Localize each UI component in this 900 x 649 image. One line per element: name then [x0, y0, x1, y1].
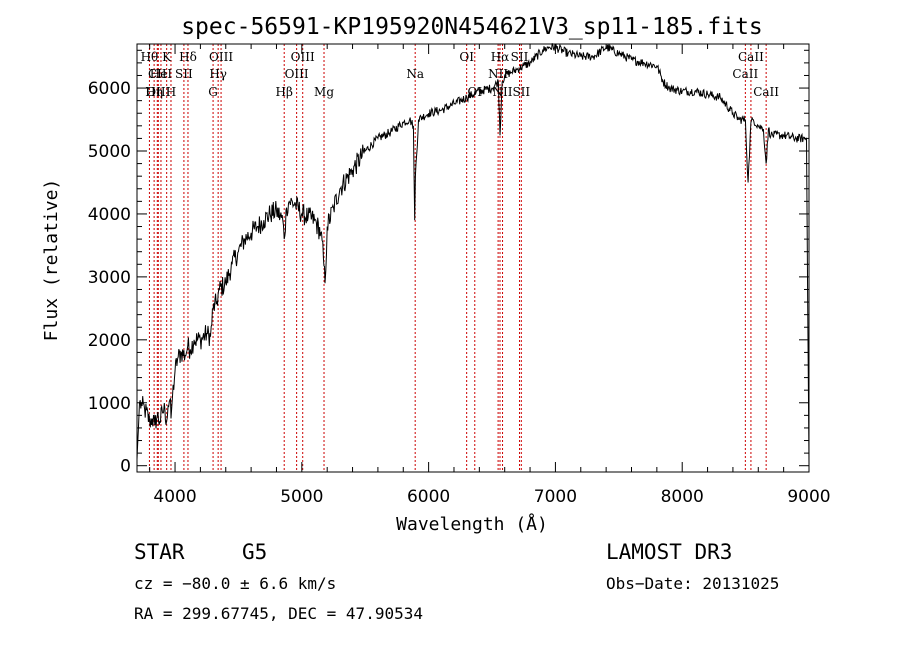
spectral-line-label: H	[166, 85, 176, 99]
chart-title: spec-56591-KP195920N454621V3_sp11-185.fi…	[181, 14, 763, 40]
y-tick-label: 0	[120, 457, 131, 477]
spectral-line-label: OIII	[291, 50, 315, 64]
spectral-line-label: Na	[406, 67, 424, 81]
y-axis-label: Flux (relative)	[41, 179, 62, 342]
y-axis-ticks: 0 1000 2000 3000 4000 5000 6000	[88, 49, 809, 477]
object-class: STAR	[134, 540, 185, 564]
x-axis-ticks: 4000 5000 6000 7000 8000 9000	[149, 44, 831, 507]
spectral-line-label: Hγ	[209, 67, 227, 81]
x-axis-label: Wavelength (Å)	[396, 513, 548, 535]
spectral-line-label: SII	[175, 67, 193, 81]
spectral-line-label: OI	[459, 50, 474, 64]
survey-name: LAMOST DR3	[606, 540, 732, 564]
spectral-line-label: NII	[493, 85, 513, 99]
spectral-line-label: CaII	[732, 67, 758, 81]
spectral-line-label: K	[162, 50, 172, 64]
spectral-line-label: CII	[148, 67, 167, 81]
spectral-line-label: Hθ	[141, 50, 159, 64]
coordinates: RA = 299.67745, DEC = 47.90534	[134, 604, 423, 623]
x-tick-label: 7000	[534, 487, 577, 507]
x-tick-label: 9000	[787, 487, 830, 507]
y-tick-label: 6000	[88, 79, 131, 99]
object-subclass: G5	[242, 540, 267, 564]
x-tick-label: 5000	[280, 487, 323, 507]
spectral-line-label: Hη	[145, 85, 163, 99]
y-tick-label: 1000	[88, 394, 131, 414]
y-tick-label: 2000	[88, 331, 131, 351]
y-tick-label: 5000	[88, 142, 131, 162]
x-tick-label: 8000	[661, 487, 704, 507]
spectrum-line	[136, 43, 810, 466]
x-tick-label: 4000	[153, 487, 196, 507]
redshift-cz: cz = −80.0 ± 6.6 km/s	[134, 574, 336, 593]
spectral-line-label: OIII	[285, 67, 309, 81]
spectral-line-label: HeI	[150, 67, 173, 81]
spectral-line-label: NII	[488, 67, 508, 81]
observation-date: Obs−Date: 20131025	[606, 574, 779, 593]
spectral-lines-layer	[148, 44, 767, 472]
spectral-line-label: CaII	[753, 85, 779, 99]
spectral-line-label: SII	[511, 50, 529, 64]
y-tick-label: 4000	[88, 205, 131, 225]
spectral-line-label: Hβ	[276, 85, 293, 99]
y-tick-label: 3000	[88, 268, 131, 288]
spectral-line-label: OIII	[146, 85, 170, 99]
spectral-line-labels: Hθ Hη CII OIII HeI K H SII Hδ G Hγ OIII Hβ OIII OIII Mg…	[141, 50, 780, 99]
plot-frame	[136, 43, 810, 473]
spectral-line-label: CaII	[738, 50, 764, 64]
spectral-line-label: G	[208, 85, 218, 99]
spectral-line-label: Hα	[491, 50, 510, 64]
x-tick-label: 6000	[407, 487, 450, 507]
spectral-line-label: SII	[512, 85, 530, 99]
spectral-line-label: Mg	[314, 85, 334, 99]
spectral-line-label: OIII	[209, 50, 233, 64]
spectral-line-label: Hδ	[179, 50, 197, 64]
